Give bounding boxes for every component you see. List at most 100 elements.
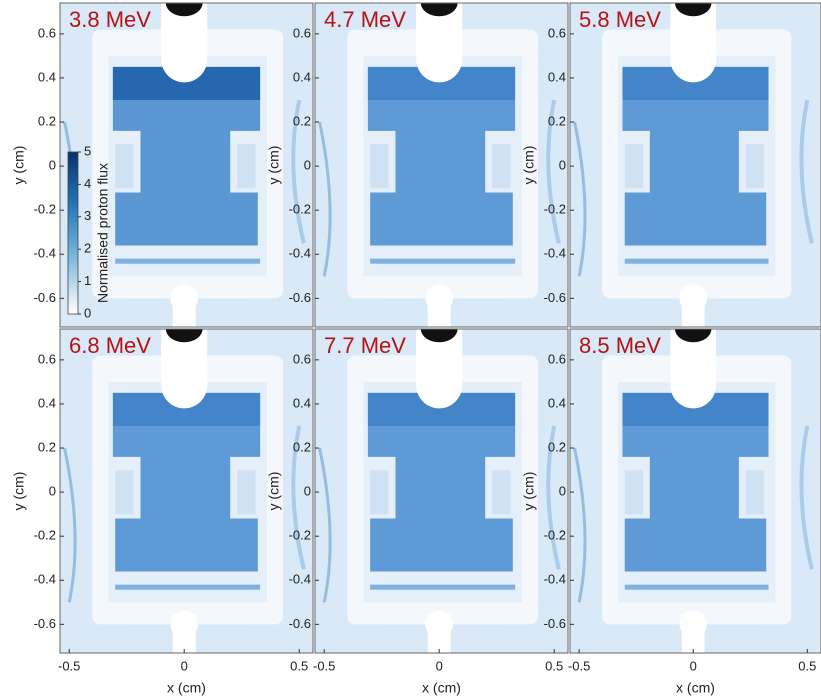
y-tick-label: -0.4	[544, 572, 566, 587]
streak	[318, 447, 332, 603]
y-tick-label: 0	[49, 484, 56, 499]
y-tick-label: -0.4	[34, 246, 56, 261]
window	[624, 144, 644, 189]
y-tick-label: -0.4	[544, 246, 566, 261]
y-tick-label: 0.2	[293, 439, 311, 454]
x-tick-label: 0	[690, 658, 697, 673]
y-tick-label: 0.6	[548, 351, 566, 366]
window	[115, 144, 134, 189]
colorbar	[67, 151, 79, 315]
y-axis-label: y (cm)	[521, 472, 537, 511]
y-tick-label: 0.6	[38, 25, 56, 40]
y-tick-label: 0.6	[293, 351, 311, 366]
y-tick-label: 0.4	[548, 395, 566, 410]
cap	[674, 329, 712, 343]
x-axis-label: x (cm)	[167, 680, 206, 696]
y-tick-label: -0.2	[34, 528, 56, 543]
window	[237, 470, 256, 515]
y-tick-label: 0.6	[293, 25, 311, 40]
y-axis-label: y (cm)	[11, 472, 27, 511]
cap	[165, 3, 203, 17]
colorbar-label: Normalised proton flux	[95, 163, 111, 303]
stem-knob	[679, 610, 707, 639]
window	[492, 470, 511, 515]
streak	[318, 121, 332, 277]
y-tick-label: 0	[304, 484, 311, 499]
y-tick-label: 0.6	[548, 25, 566, 40]
y-tick-label: 0	[559, 158, 566, 173]
cap	[420, 329, 458, 343]
panel-border	[314, 328, 569, 654]
panel	[315, 329, 568, 653]
body	[112, 392, 261, 572]
panel-border	[569, 328, 821, 654]
colorbar-tick-label: 5	[84, 143, 91, 158]
y-tick-label: 0.4	[38, 69, 56, 84]
window	[745, 144, 764, 189]
body	[367, 392, 516, 572]
y-tick-label: -0.6	[289, 290, 311, 305]
stem-knob	[425, 284, 454, 313]
panel-title: 6.8 MeV	[69, 333, 151, 358]
streak	[546, 99, 561, 244]
panel-title: 8.5 MeV	[579, 333, 661, 358]
y-tick-label: -0.4	[34, 572, 56, 587]
y-tick-label: -0.6	[544, 290, 566, 305]
y-tick-label: -0.2	[544, 528, 566, 543]
panel	[570, 3, 821, 327]
panel-border	[569, 2, 821, 328]
x-tick-label: 0.5	[798, 658, 816, 673]
band	[624, 258, 769, 264]
stem-knob	[679, 284, 707, 313]
panel	[315, 3, 568, 327]
y-tick-label: 0	[304, 158, 311, 173]
window	[237, 144, 256, 189]
y-axis-label: y (cm)	[266, 472, 282, 511]
panel-border	[59, 328, 314, 654]
y-tick-label: -0.4	[289, 572, 311, 587]
y-tick-label: 0.6	[38, 351, 56, 366]
y-tick-label: -0.2	[289, 528, 311, 543]
panel-title: 4.7 MeV	[324, 7, 406, 32]
y-axis-label: y (cm)	[266, 146, 282, 185]
panel	[570, 329, 821, 653]
y-tick-label: -0.2	[289, 202, 311, 217]
colorbar-tick-label: 4	[84, 176, 91, 191]
x-tick-label: 0.5	[290, 658, 308, 673]
y-tick-label: 0	[49, 158, 56, 173]
x-tick-label: 0.5	[545, 658, 563, 673]
cap	[674, 3, 712, 17]
colorbar-tick-label: 1	[84, 273, 91, 288]
y-tick-label: 0.2	[548, 439, 566, 454]
panel-border	[59, 2, 314, 328]
y-tick-label: 0.2	[38, 113, 56, 128]
y-tick-label: 0.4	[38, 395, 56, 410]
band	[115, 258, 261, 264]
y-tick-label: 0.2	[38, 439, 56, 454]
panel-title: 5.8 MeV	[579, 7, 661, 32]
y-tick-label: 0.4	[293, 395, 311, 410]
y-axis-label: y (cm)	[521, 146, 537, 185]
window	[745, 470, 764, 515]
y-axis-label: y (cm)	[11, 146, 27, 185]
y-tick-label: -0.4	[289, 246, 311, 261]
body	[367, 66, 516, 246]
y-tick-label: -0.6	[544, 616, 566, 631]
stem-knob	[170, 610, 198, 639]
streak	[799, 99, 814, 244]
y-tick-label: 0.2	[548, 113, 566, 128]
panel-title: 7.7 MeV	[324, 333, 406, 358]
y-tick-label: -0.6	[34, 290, 56, 305]
cap	[165, 329, 203, 343]
colorbar-tick-label: 2	[84, 241, 91, 256]
panel-border	[314, 2, 569, 328]
y-tick-label: -0.2	[34, 202, 56, 217]
body	[622, 392, 769, 572]
window	[624, 470, 644, 515]
streak	[63, 447, 77, 603]
x-tick-label: -0.5	[313, 658, 335, 673]
streak	[573, 121, 587, 277]
cap	[420, 3, 458, 17]
band	[370, 258, 516, 264]
streak	[799, 425, 814, 570]
